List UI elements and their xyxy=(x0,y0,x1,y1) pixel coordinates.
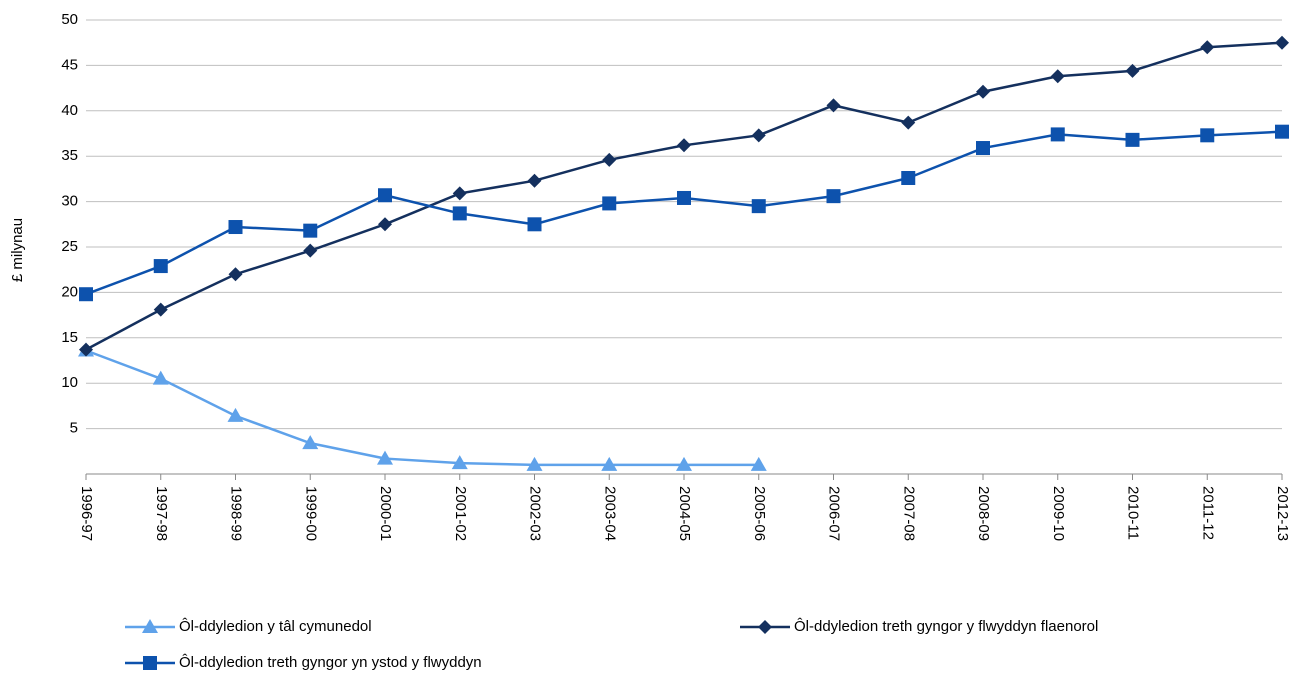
data-point xyxy=(750,456,767,471)
legend-label: Ôl-ddyledion treth gyngor y flwyddyn fla… xyxy=(794,618,1098,635)
x-tick-label: 2009-10 xyxy=(1050,486,1067,541)
x-tick-label: 1997-98 xyxy=(153,486,170,541)
y-tick-label: 40 xyxy=(61,102,78,119)
data-point xyxy=(1125,132,1140,147)
data-point xyxy=(677,190,691,205)
data-point xyxy=(1050,69,1065,84)
data-point xyxy=(901,170,916,185)
legend-marker xyxy=(758,620,772,634)
data-point xyxy=(677,138,691,153)
data-point xyxy=(901,115,916,130)
data-point xyxy=(976,141,990,156)
x-tick-label: 2004-05 xyxy=(676,486,693,541)
data-point xyxy=(526,456,543,471)
data-point xyxy=(451,455,468,470)
data-point xyxy=(378,217,392,232)
data-point xyxy=(79,342,93,357)
legend-marker xyxy=(143,656,157,670)
data-point xyxy=(452,186,467,201)
data-point xyxy=(153,302,168,317)
data-point xyxy=(826,189,841,204)
data-point xyxy=(751,128,766,143)
data-point xyxy=(601,456,618,471)
data-point xyxy=(79,287,93,302)
x-tick-label: 2001-02 xyxy=(452,486,469,541)
data-point xyxy=(676,456,692,471)
x-tick-label: 2000-01 xyxy=(377,486,394,541)
y-tick-label: 30 xyxy=(61,193,78,210)
y-tick-label: 45 xyxy=(61,56,78,73)
y-tick-label: 15 xyxy=(61,329,78,346)
x-tick-label: 2007-08 xyxy=(900,486,917,541)
x-tick-label: 2006-07 xyxy=(826,486,843,541)
x-tick-label: 1999-00 xyxy=(302,486,319,541)
data-point xyxy=(826,98,841,113)
x-tick-label: 2003-04 xyxy=(601,486,618,541)
legend-label: Ôl-ddyledion y tâl cymunedol xyxy=(179,618,372,635)
y-axis-label: £ milynau xyxy=(9,218,26,282)
data-point xyxy=(751,199,766,214)
x-tick-label: 2005-06 xyxy=(751,486,768,541)
x-tick-label: 2012-13 xyxy=(1274,486,1291,541)
data-point xyxy=(452,206,467,221)
data-point xyxy=(976,84,990,99)
data-point xyxy=(1275,124,1289,139)
x-tick-label: 2010-11 xyxy=(1125,486,1142,540)
y-tick-label: 20 xyxy=(61,283,78,300)
legend-marker xyxy=(142,619,158,633)
y-tick-label: 35 xyxy=(61,147,78,164)
data-point xyxy=(303,223,318,238)
data-point xyxy=(152,370,169,385)
data-point xyxy=(602,196,617,211)
y-tick-label: 25 xyxy=(61,238,78,255)
data-point xyxy=(602,152,617,167)
data-point xyxy=(228,220,243,235)
data-point xyxy=(228,267,243,282)
data-point xyxy=(1050,127,1065,142)
data-point xyxy=(1125,63,1140,78)
data-point xyxy=(1275,35,1289,50)
data-point xyxy=(527,217,542,232)
y-tick-label: 5 xyxy=(70,420,78,437)
x-tick-label: 2008-09 xyxy=(975,486,992,541)
data-point xyxy=(227,407,244,422)
data-point xyxy=(527,173,542,188)
x-tick-label: 2002-03 xyxy=(527,486,544,541)
y-tick-label: 10 xyxy=(61,374,78,391)
x-tick-label: 2011-12 xyxy=(1199,486,1216,540)
data-point xyxy=(153,259,168,274)
data-point xyxy=(1200,40,1215,55)
data-point xyxy=(377,450,393,465)
data-point xyxy=(303,243,318,258)
data-point xyxy=(302,435,319,450)
series-line xyxy=(85,349,759,467)
data-point xyxy=(1200,128,1215,143)
x-tick-label: 1998-99 xyxy=(228,486,245,541)
data-point xyxy=(378,188,392,203)
y-tick-label: 50 xyxy=(61,11,78,28)
legend-label: Ôl-ddyledion treth gyngor yn ystod y flw… xyxy=(179,654,482,671)
x-tick-label: 1996-97 xyxy=(78,486,95,541)
